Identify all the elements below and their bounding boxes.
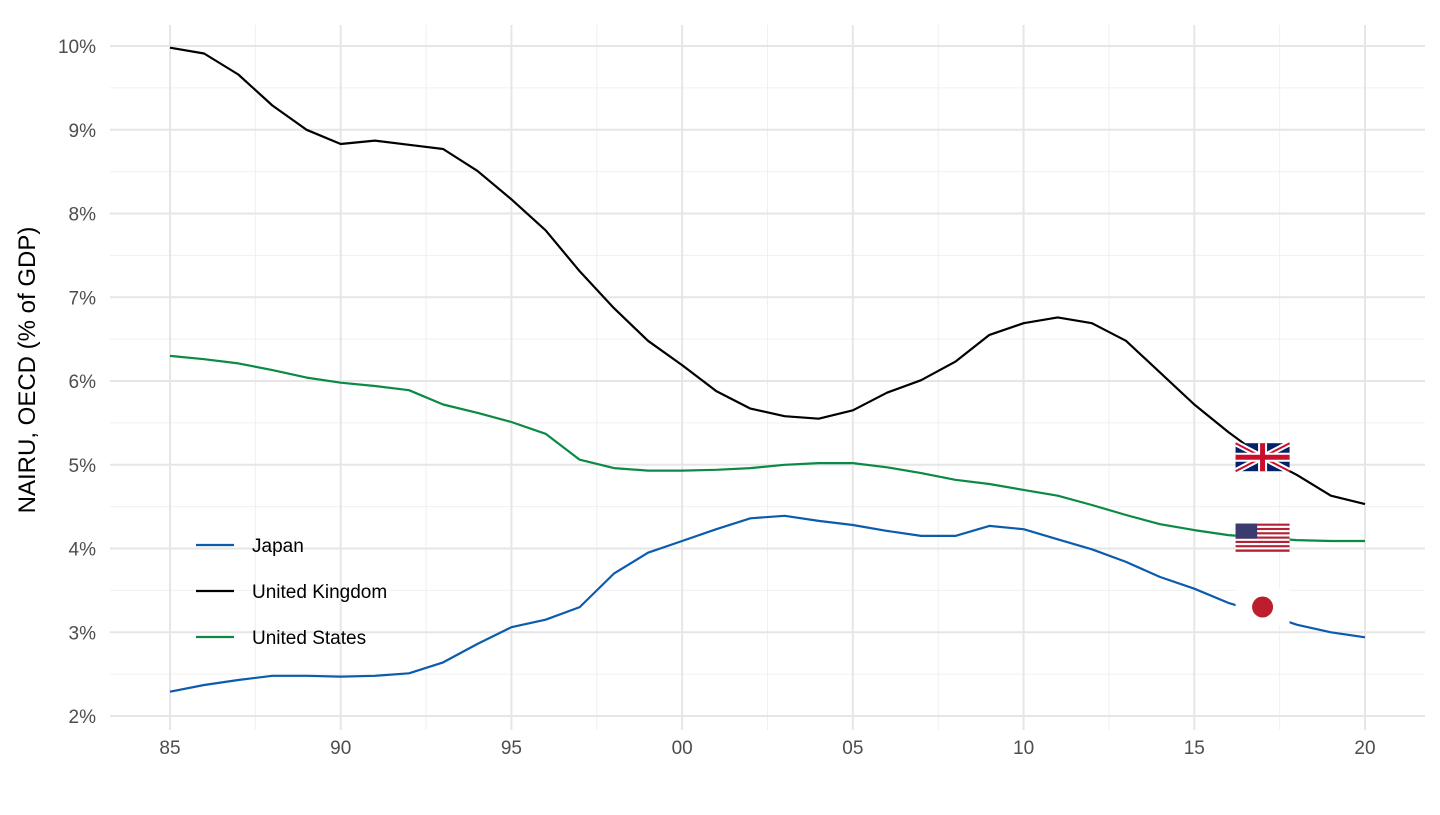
grid: [110, 25, 1425, 730]
y-tick-label: 9%: [69, 121, 97, 142]
y-axis-label: NAIRU, OECD (% of GDP): [14, 227, 41, 514]
uk-flag: [1234, 440, 1291, 474]
x-tick-label: 10: [1013, 738, 1034, 759]
flag-stripe: [1235, 549, 1290, 552]
y-tick-label: 3%: [69, 623, 97, 644]
axes: 2% 3% 4% 5% 6% 7% 8% 9% 10% 85 90 95 00 05 10 15 20: [58, 37, 1376, 759]
y-tick-label: 2%: [69, 707, 97, 728]
flag-stripe: [1235, 530, 1290, 533]
flag-stripe: [1235, 523, 1290, 526]
us-flag: [1235, 523, 1290, 552]
flag-canton: [1235, 523, 1258, 539]
flag-stripe: [1235, 538, 1290, 542]
y-tick-label: 5%: [69, 456, 97, 477]
legend: Japan United Kingdom United States: [196, 536, 387, 649]
y-tick-label: 7%: [69, 288, 97, 309]
flag-stripe: [1235, 532, 1290, 535]
legend-label: United States: [252, 628, 366, 649]
y-tick-label: 6%: [69, 372, 97, 393]
legend-label: Japan: [252, 536, 304, 557]
x-tick-label: 85: [159, 738, 180, 759]
y-tick-label: 8%: [69, 205, 97, 226]
flags: [1234, 440, 1291, 625]
flag-cross-red: [1235, 443, 1290, 472]
series-line-japan: [169, 514, 1366, 693]
flag-stripe: [1235, 536, 1290, 539]
legend-label: United Kingdom: [252, 582, 387, 603]
japan-flag: [1235, 588, 1290, 625]
x-tick-label: 95: [501, 738, 522, 759]
flag-stripe: [1235, 525, 1290, 529]
x-tick-label: 20: [1354, 738, 1375, 759]
x-tick-label: 90: [330, 738, 351, 759]
series-line-united-states: [169, 354, 1365, 543]
series-lines: [169, 46, 1366, 693]
x-tick-label: 15: [1184, 738, 1205, 759]
y-tick-label: 10%: [58, 37, 96, 58]
flag-stripe: [1235, 547, 1290, 550]
x-tick-label: 00: [672, 738, 693, 759]
flag-stripe: [1235, 542, 1290, 546]
series-line-united-kingdom: [169, 46, 1366, 506]
flag-stripe: [1235, 545, 1290, 548]
flag-stripe: [1235, 534, 1290, 537]
x-tick-label: 05: [842, 738, 863, 759]
flag-stripe: [1235, 540, 1290, 544]
flag-stripe: [1235, 527, 1290, 531]
y-tick-label: 4%: [69, 540, 97, 561]
flag-sun: [1252, 596, 1274, 618]
